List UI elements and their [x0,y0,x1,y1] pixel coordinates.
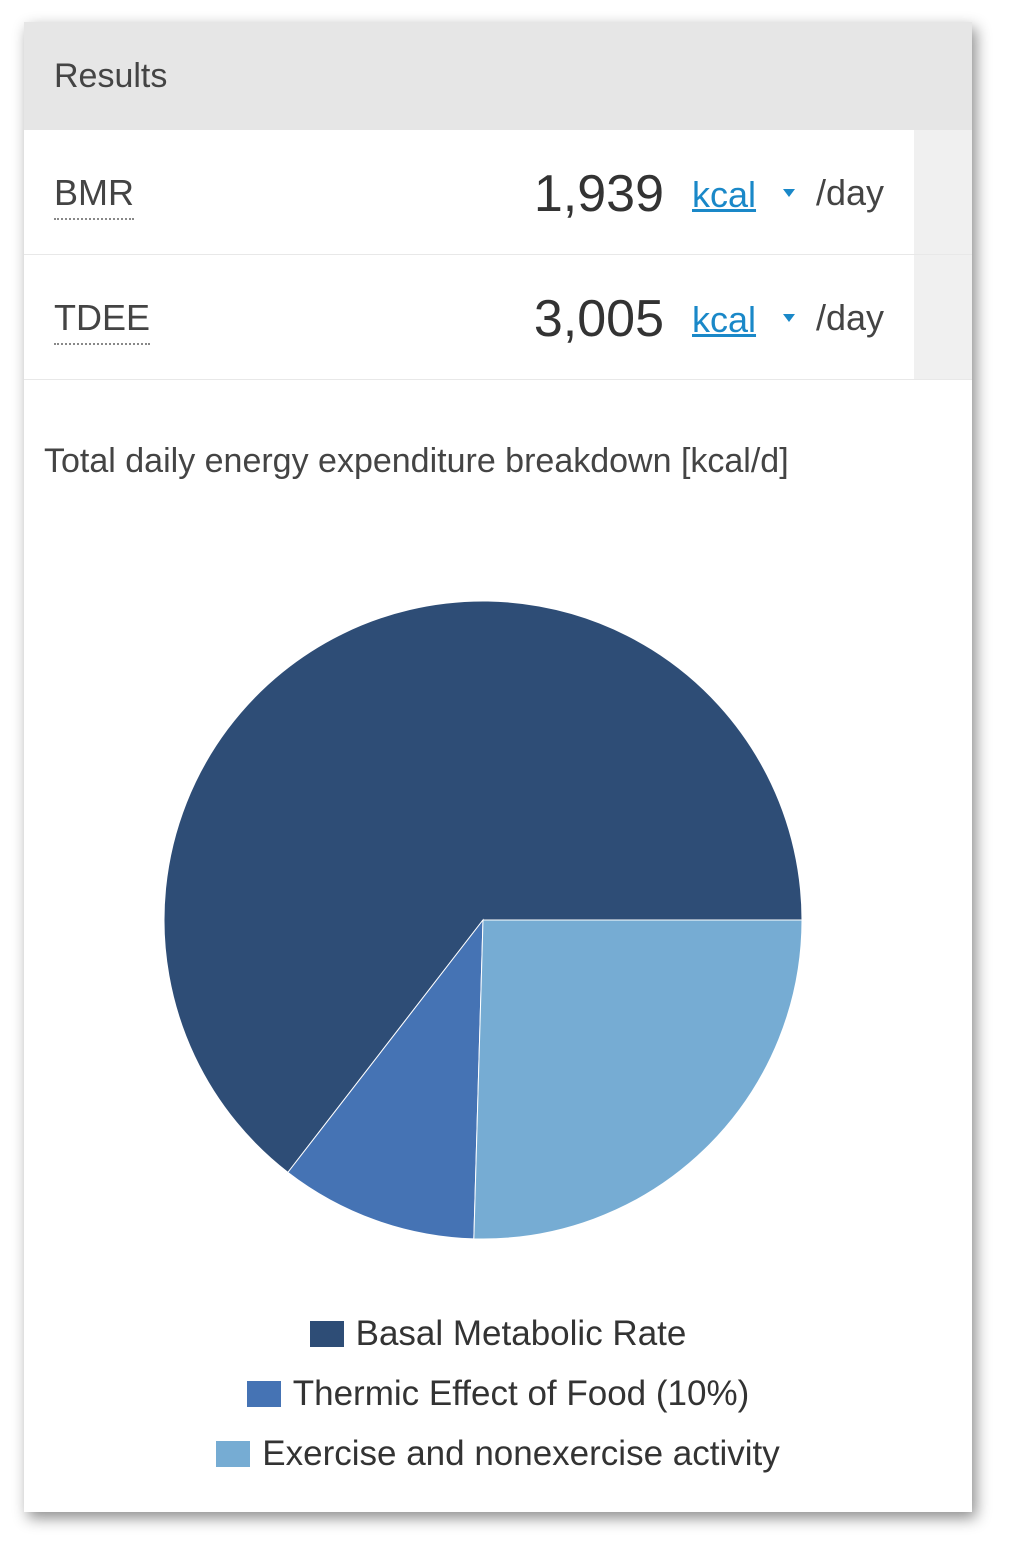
legend-item: Exercise and nonexercise activity [216,1424,780,1484]
legend-label: Basal Metabolic Rate [355,1314,687,1353]
legend-label: Thermic Effect of Food (10%) [292,1374,750,1413]
per-day: /day [816,297,885,338]
legend-swatch [216,1441,251,1467]
chart-title: Total daily energy expenditure breakdown… [44,442,789,480]
row-side [914,130,972,254]
unit-select[interactable]: kcal [692,299,804,341]
header-title: Results [24,22,972,130]
result-value: 1,939 [533,165,664,223]
per-day: /day [816,172,885,213]
result-value: 3,005 [533,290,664,348]
unit-text[interactable]: kcal [692,174,757,215]
pie-chart [163,600,803,1240]
row-side [914,255,972,379]
pie-slice [163,600,803,1174]
result-row: TDEE 3,005 kcal/day [24,255,972,380]
legend-label: Exercise and nonexercise activity [262,1434,780,1473]
legend-item: Thermic Effect of Food (10%) [246,1364,750,1424]
pie-slice [473,919,803,1240]
unit-text[interactable]: kcal [692,299,757,340]
pie-slice [287,918,484,1240]
results-card: Results BMR 1,939 kcal/day TDEE 3,005 kcal/da… [24,22,972,1512]
legend-swatch [309,1321,344,1347]
legend-item: Basal Metabolic Rate [309,1304,687,1364]
legend: Basal Metabolic Rate Thermic Effect of Fo… [24,1304,972,1484]
unit-select[interactable]: kcal [692,174,804,216]
dropdown-arrow [783,314,795,322]
result-label: TDEE [54,297,151,345]
result-label: BMR [54,172,134,220]
result-row: BMR 1,939 kcal/day [24,130,972,255]
dropdown-arrow [783,189,795,197]
legend-swatch [246,1381,281,1407]
results-rows: BMR 1,939 kcal/day TDEE 3,005 kcal/day [24,130,972,380]
